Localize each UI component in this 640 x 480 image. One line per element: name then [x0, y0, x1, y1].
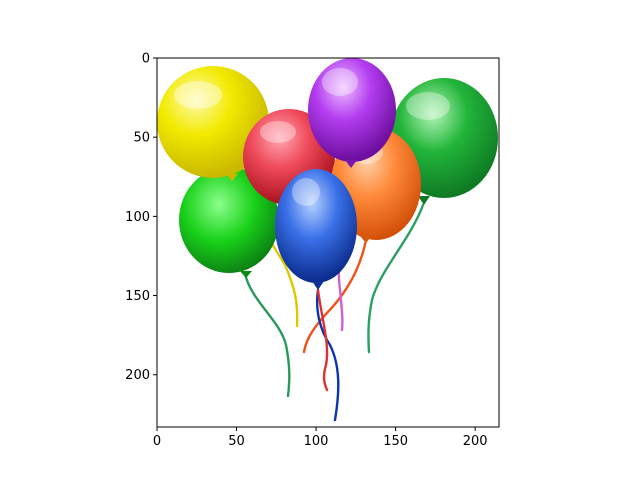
x-tick-label: 150	[383, 434, 408, 449]
y-axis: 0 50 100 150 200	[125, 52, 157, 383]
y-tick-label: 100	[125, 210, 150, 225]
y-tick-label: 150	[125, 289, 150, 304]
balloon-image	[157, 58, 499, 427]
balloon-purple	[308, 58, 396, 168]
axes-frame	[156, 57, 500, 428]
balloon-blue	[275, 169, 357, 290]
x-tick-label: 50	[228, 434, 245, 449]
y-tick-label: 50	[133, 131, 150, 146]
x-tick-label: 100	[304, 434, 329, 449]
x-tick-label: 200	[463, 434, 488, 449]
y-tick-label: 200	[125, 368, 150, 383]
balloon-green-left	[179, 167, 279, 278]
balloon-yellow	[157, 66, 269, 181]
x-axis: 0 50 100 150 200	[153, 427, 488, 449]
x-tick-label: 0	[153, 434, 161, 449]
y-tick-label: 0	[142, 52, 150, 67]
